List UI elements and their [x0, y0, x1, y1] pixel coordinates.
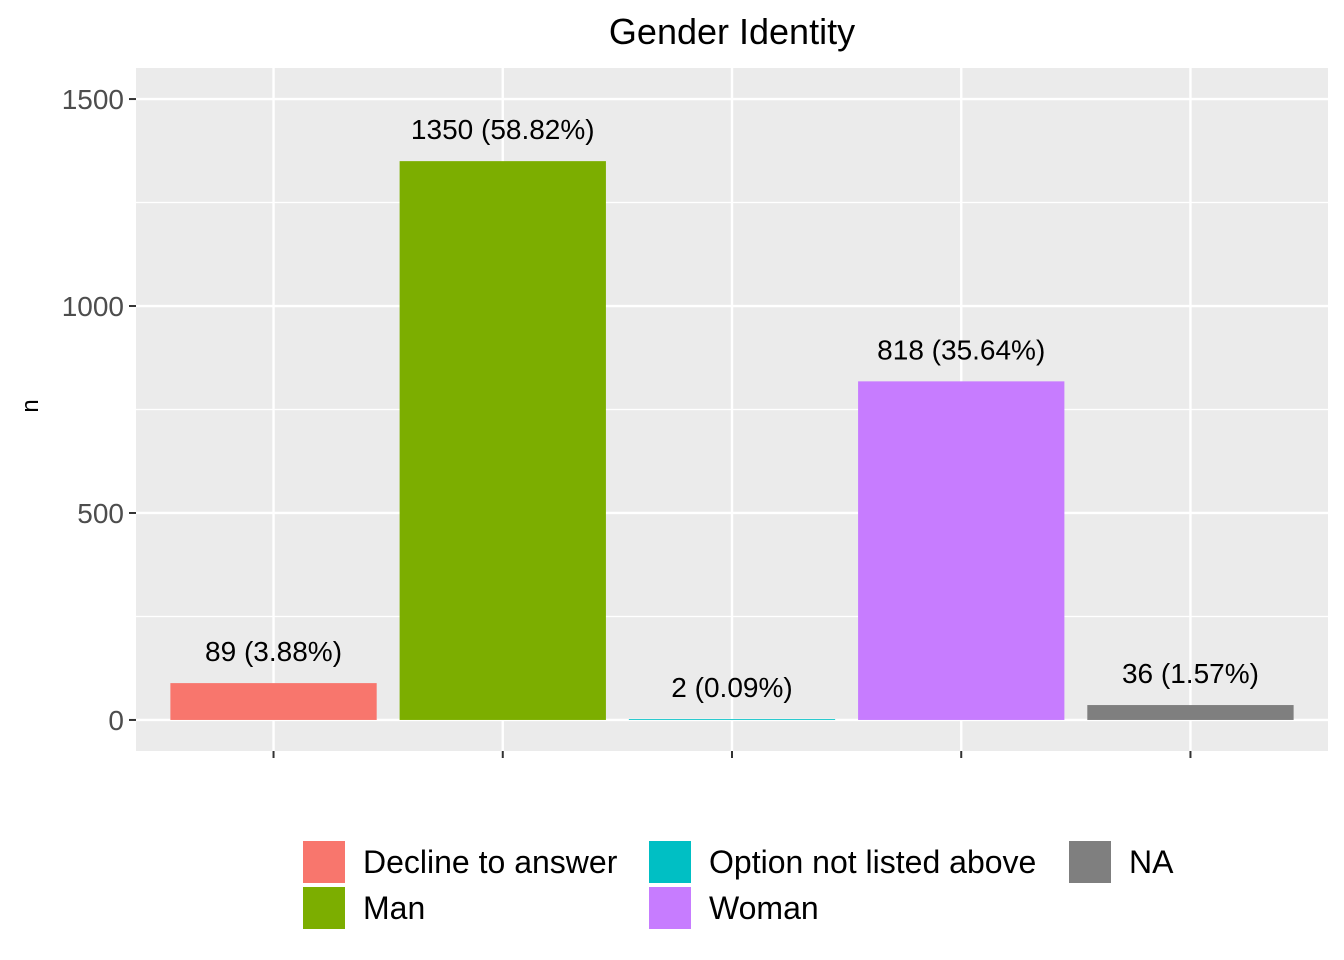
data-label-1: 1350 (58.82%) — [411, 114, 595, 145]
bar-1 — [399, 161, 606, 720]
chart-title: Gender Identity — [609, 11, 855, 52]
data-labels: 89 (3.88%) 1350 (58.82%) 2 (0.09%) 818 (35.… — [205, 114, 1259, 703]
bar-4 — [1087, 705, 1294, 720]
legend-key-2 — [649, 841, 691, 883]
y-tick-label: 500 — [77, 498, 124, 529]
y-tick-label: 1500 — [62, 84, 124, 115]
legend-label-2: Option not listed above — [709, 844, 1036, 880]
bar-2 — [628, 719, 836, 720]
legend-label-3: Woman — [709, 890, 819, 926]
bars — [170, 161, 1294, 720]
legend: Decline to answer Man Option not listed ab… — [303, 841, 1174, 929]
legend-key-1 — [303, 887, 345, 929]
data-label-3: 818 (35.64%) — [877, 334, 1045, 365]
legend-label-1: Man — [363, 890, 425, 926]
legend-label-4: NA — [1129, 844, 1174, 880]
y-axis-label: n — [17, 399, 44, 412]
x-axis — [272, 751, 1192, 758]
data-label-2: 2 (0.09%) — [671, 672, 792, 703]
bar-3 — [858, 381, 1065, 720]
legend-key-3 — [649, 887, 691, 929]
legend-key-4 — [1069, 841, 1111, 883]
y-tick-label: 0 — [108, 705, 124, 736]
data-label-0: 89 (3.88%) — [205, 636, 342, 667]
legend-label-0: Decline to answer — [363, 844, 618, 880]
bar-0 — [170, 683, 377, 720]
data-label-4: 36 (1.57%) — [1122, 658, 1259, 689]
legend-key-0 — [303, 841, 345, 883]
y-tick-label: 1000 — [62, 291, 124, 322]
y-axis: 0 500 1000 1500 — [62, 84, 136, 736]
